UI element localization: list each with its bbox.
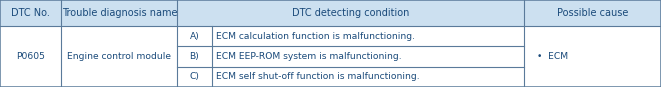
Text: Engine control module: Engine control module: [67, 52, 171, 61]
Text: ECM EEP-ROM system is malfunctioning.: ECM EEP-ROM system is malfunctioning.: [216, 52, 402, 61]
Text: P0605: P0605: [17, 52, 45, 61]
Text: ECM calculation function is malfunctioning.: ECM calculation function is malfunctioni…: [216, 32, 415, 41]
Text: C): C): [190, 72, 199, 81]
Bar: [0, 0, 661, 26]
Text: A): A): [190, 32, 199, 41]
Text: DTC detecting condition: DTC detecting condition: [292, 8, 409, 18]
Text: •  ECM: • ECM: [537, 52, 568, 61]
Text: Possible cause: Possible cause: [557, 8, 628, 18]
Text: ECM self shut-off function is malfunctioning.: ECM self shut-off function is malfunctio…: [216, 72, 420, 81]
Text: Trouble diagnosis name: Trouble diagnosis name: [61, 8, 177, 18]
Text: DTC No.: DTC No.: [11, 8, 50, 18]
Text: B): B): [190, 52, 199, 61]
Bar: [0, 26, 661, 87]
